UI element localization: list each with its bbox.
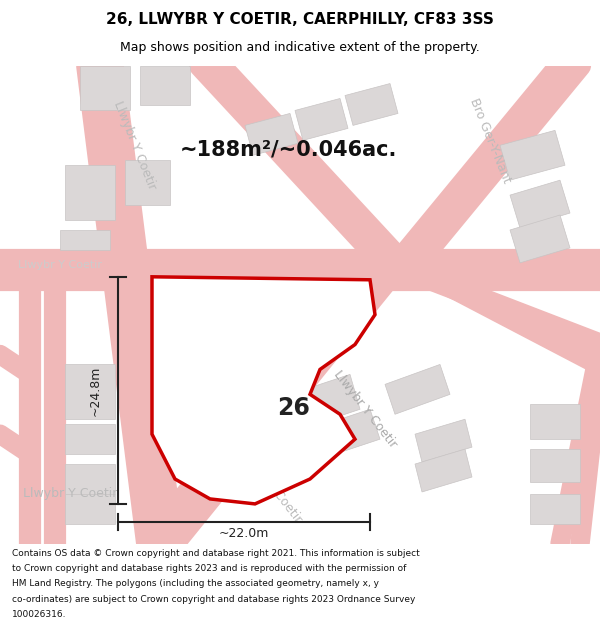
- Polygon shape: [65, 464, 115, 494]
- Polygon shape: [530, 494, 580, 524]
- Text: Llwybr Y Coetir: Llwybr Y Coetir: [23, 488, 117, 501]
- Polygon shape: [125, 160, 170, 205]
- Text: to Crown copyright and database rights 2023 and is reproduced with the permissio: to Crown copyright and database rights 2…: [12, 564, 406, 574]
- Polygon shape: [415, 449, 472, 492]
- Text: co-ordinates) are subject to Crown copyright and database rights 2023 Ordnance S: co-ordinates) are subject to Crown copyr…: [12, 594, 415, 604]
- Polygon shape: [500, 131, 565, 180]
- Polygon shape: [510, 180, 570, 228]
- Polygon shape: [295, 99, 348, 141]
- Polygon shape: [530, 404, 580, 439]
- Text: Contains OS data © Crown copyright and database right 2021. This information is : Contains OS data © Crown copyright and d…: [12, 549, 420, 559]
- Polygon shape: [415, 419, 472, 462]
- Polygon shape: [140, 66, 190, 106]
- Polygon shape: [245, 114, 298, 155]
- Text: Bro Ger-Y-Nant: Bro Ger-Y-Nant: [467, 96, 513, 185]
- Polygon shape: [530, 449, 580, 482]
- Text: Llwybr Y Coetir: Llwybr Y Coetir: [111, 99, 159, 191]
- Polygon shape: [65, 165, 115, 220]
- Text: 26, LLWYBR Y COETIR, CAERPHILLY, CF83 3SS: 26, LLWYBR Y COETIR, CAERPHILLY, CF83 3S…: [106, 12, 494, 27]
- Text: Llwybr Y Coetir: Llwybr Y Coetir: [236, 442, 304, 525]
- Text: HM Land Registry. The polygons (including the associated geometry, namely x, y: HM Land Registry. The polygons (includin…: [12, 579, 379, 589]
- Polygon shape: [152, 277, 375, 504]
- Text: Llwybr Y Coetir: Llwybr Y Coetir: [331, 368, 399, 451]
- Text: ~24.8m: ~24.8m: [89, 365, 101, 416]
- Text: 26: 26: [277, 396, 310, 420]
- Text: 100026316.: 100026316.: [12, 609, 67, 619]
- Text: Llwybr Y Coetir: Llwybr Y Coetir: [18, 260, 102, 270]
- Polygon shape: [510, 215, 570, 263]
- Polygon shape: [345, 84, 398, 126]
- Polygon shape: [65, 494, 115, 524]
- Polygon shape: [60, 230, 110, 250]
- Polygon shape: [65, 424, 115, 454]
- Text: ~188m²/~0.046ac.: ~188m²/~0.046ac.: [180, 139, 397, 159]
- Text: Map shows position and indicative extent of the property.: Map shows position and indicative extent…: [120, 41, 480, 54]
- Polygon shape: [310, 409, 380, 459]
- Text: ~22.0m: ~22.0m: [219, 528, 269, 540]
- Polygon shape: [290, 374, 360, 429]
- Polygon shape: [385, 364, 450, 414]
- Polygon shape: [80, 66, 130, 111]
- Polygon shape: [65, 364, 115, 419]
